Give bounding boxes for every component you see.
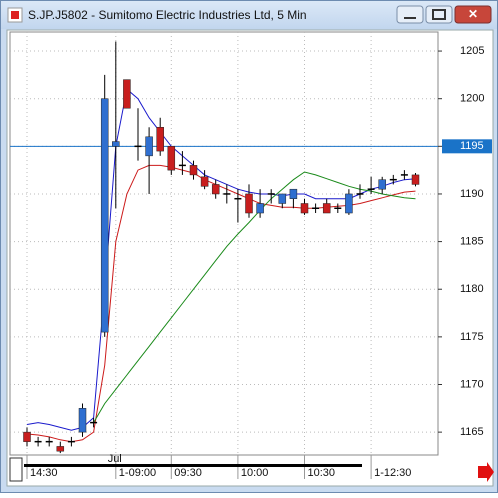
candle-body: [189, 165, 198, 176]
candle-body: [123, 79, 131, 109]
close-button[interactable]: [454, 5, 492, 24]
candle-body: [156, 127, 164, 152]
price-badge: [442, 139, 492, 154]
y-tick-label: 1185: [460, 236, 484, 248]
candle-body: [200, 176, 209, 187]
candle-body: [23, 431, 31, 442]
time-strip: [24, 464, 362, 467]
x-tick-label: 1-12:30: [374, 467, 411, 479]
window-title: S.JP.J5802 - Sumitomo Electric Industrie…: [28, 8, 307, 22]
x-tick-label: 10:00: [241, 467, 269, 479]
month-label: Jul: [108, 453, 122, 465]
candle-body: [167, 146, 176, 171]
candle-body: [411, 174, 420, 185]
x-tick-label: 09:30: [174, 467, 202, 479]
candle-body: [289, 188, 298, 199]
close-icon: ✕: [468, 7, 478, 21]
maximize-button[interactable]: [425, 5, 453, 24]
x-tick-label: 1-09:00: [119, 467, 156, 479]
window-buttons: ✕: [396, 5, 492, 24]
candle-body: [211, 184, 220, 195]
scroll-arrow[interactable]: [478, 462, 494, 482]
plot-area: [9, 31, 439, 456]
moving-average-line: [93, 171, 416, 423]
candle-body: [322, 203, 331, 214]
maximize-icon: [432, 9, 446, 20]
x-tick-label: 14:30: [30, 467, 58, 479]
candle-body: [278, 193, 287, 204]
candle-body: [112, 141, 120, 147]
minimize-button[interactable]: [396, 5, 424, 24]
app-icon-mark: [11, 11, 19, 19]
y-tick-label: 1190: [460, 188, 484, 200]
y-tick-label: 1175: [460, 331, 484, 343]
x-tick-label: 10:30: [308, 467, 336, 479]
scroll-box[interactable]: [9, 457, 23, 482]
y-tick-label: 1205: [460, 45, 484, 57]
candle-body: [100, 98, 109, 333]
candle-body: [256, 203, 264, 214]
y-tick-label: 1180: [460, 283, 484, 295]
candle-body: [145, 136, 153, 157]
candle-body: [378, 179, 386, 190]
y-tick-label: 1195: [460, 140, 484, 152]
y-tick-label: 1165: [460, 426, 484, 438]
plot: 1165 1170 1175 1180 1185 1190 1195 1200 1205 14:3…: [10, 32, 492, 479]
candle-body: [78, 408, 87, 433]
candle-body: [300, 203, 309, 214]
candle-body: [245, 193, 253, 214]
candle-body: [345, 193, 353, 214]
y-tick-label: 1200: [460, 93, 484, 105]
candle-body: [56, 446, 65, 452]
y-tick-label: 1170: [460, 378, 484, 390]
